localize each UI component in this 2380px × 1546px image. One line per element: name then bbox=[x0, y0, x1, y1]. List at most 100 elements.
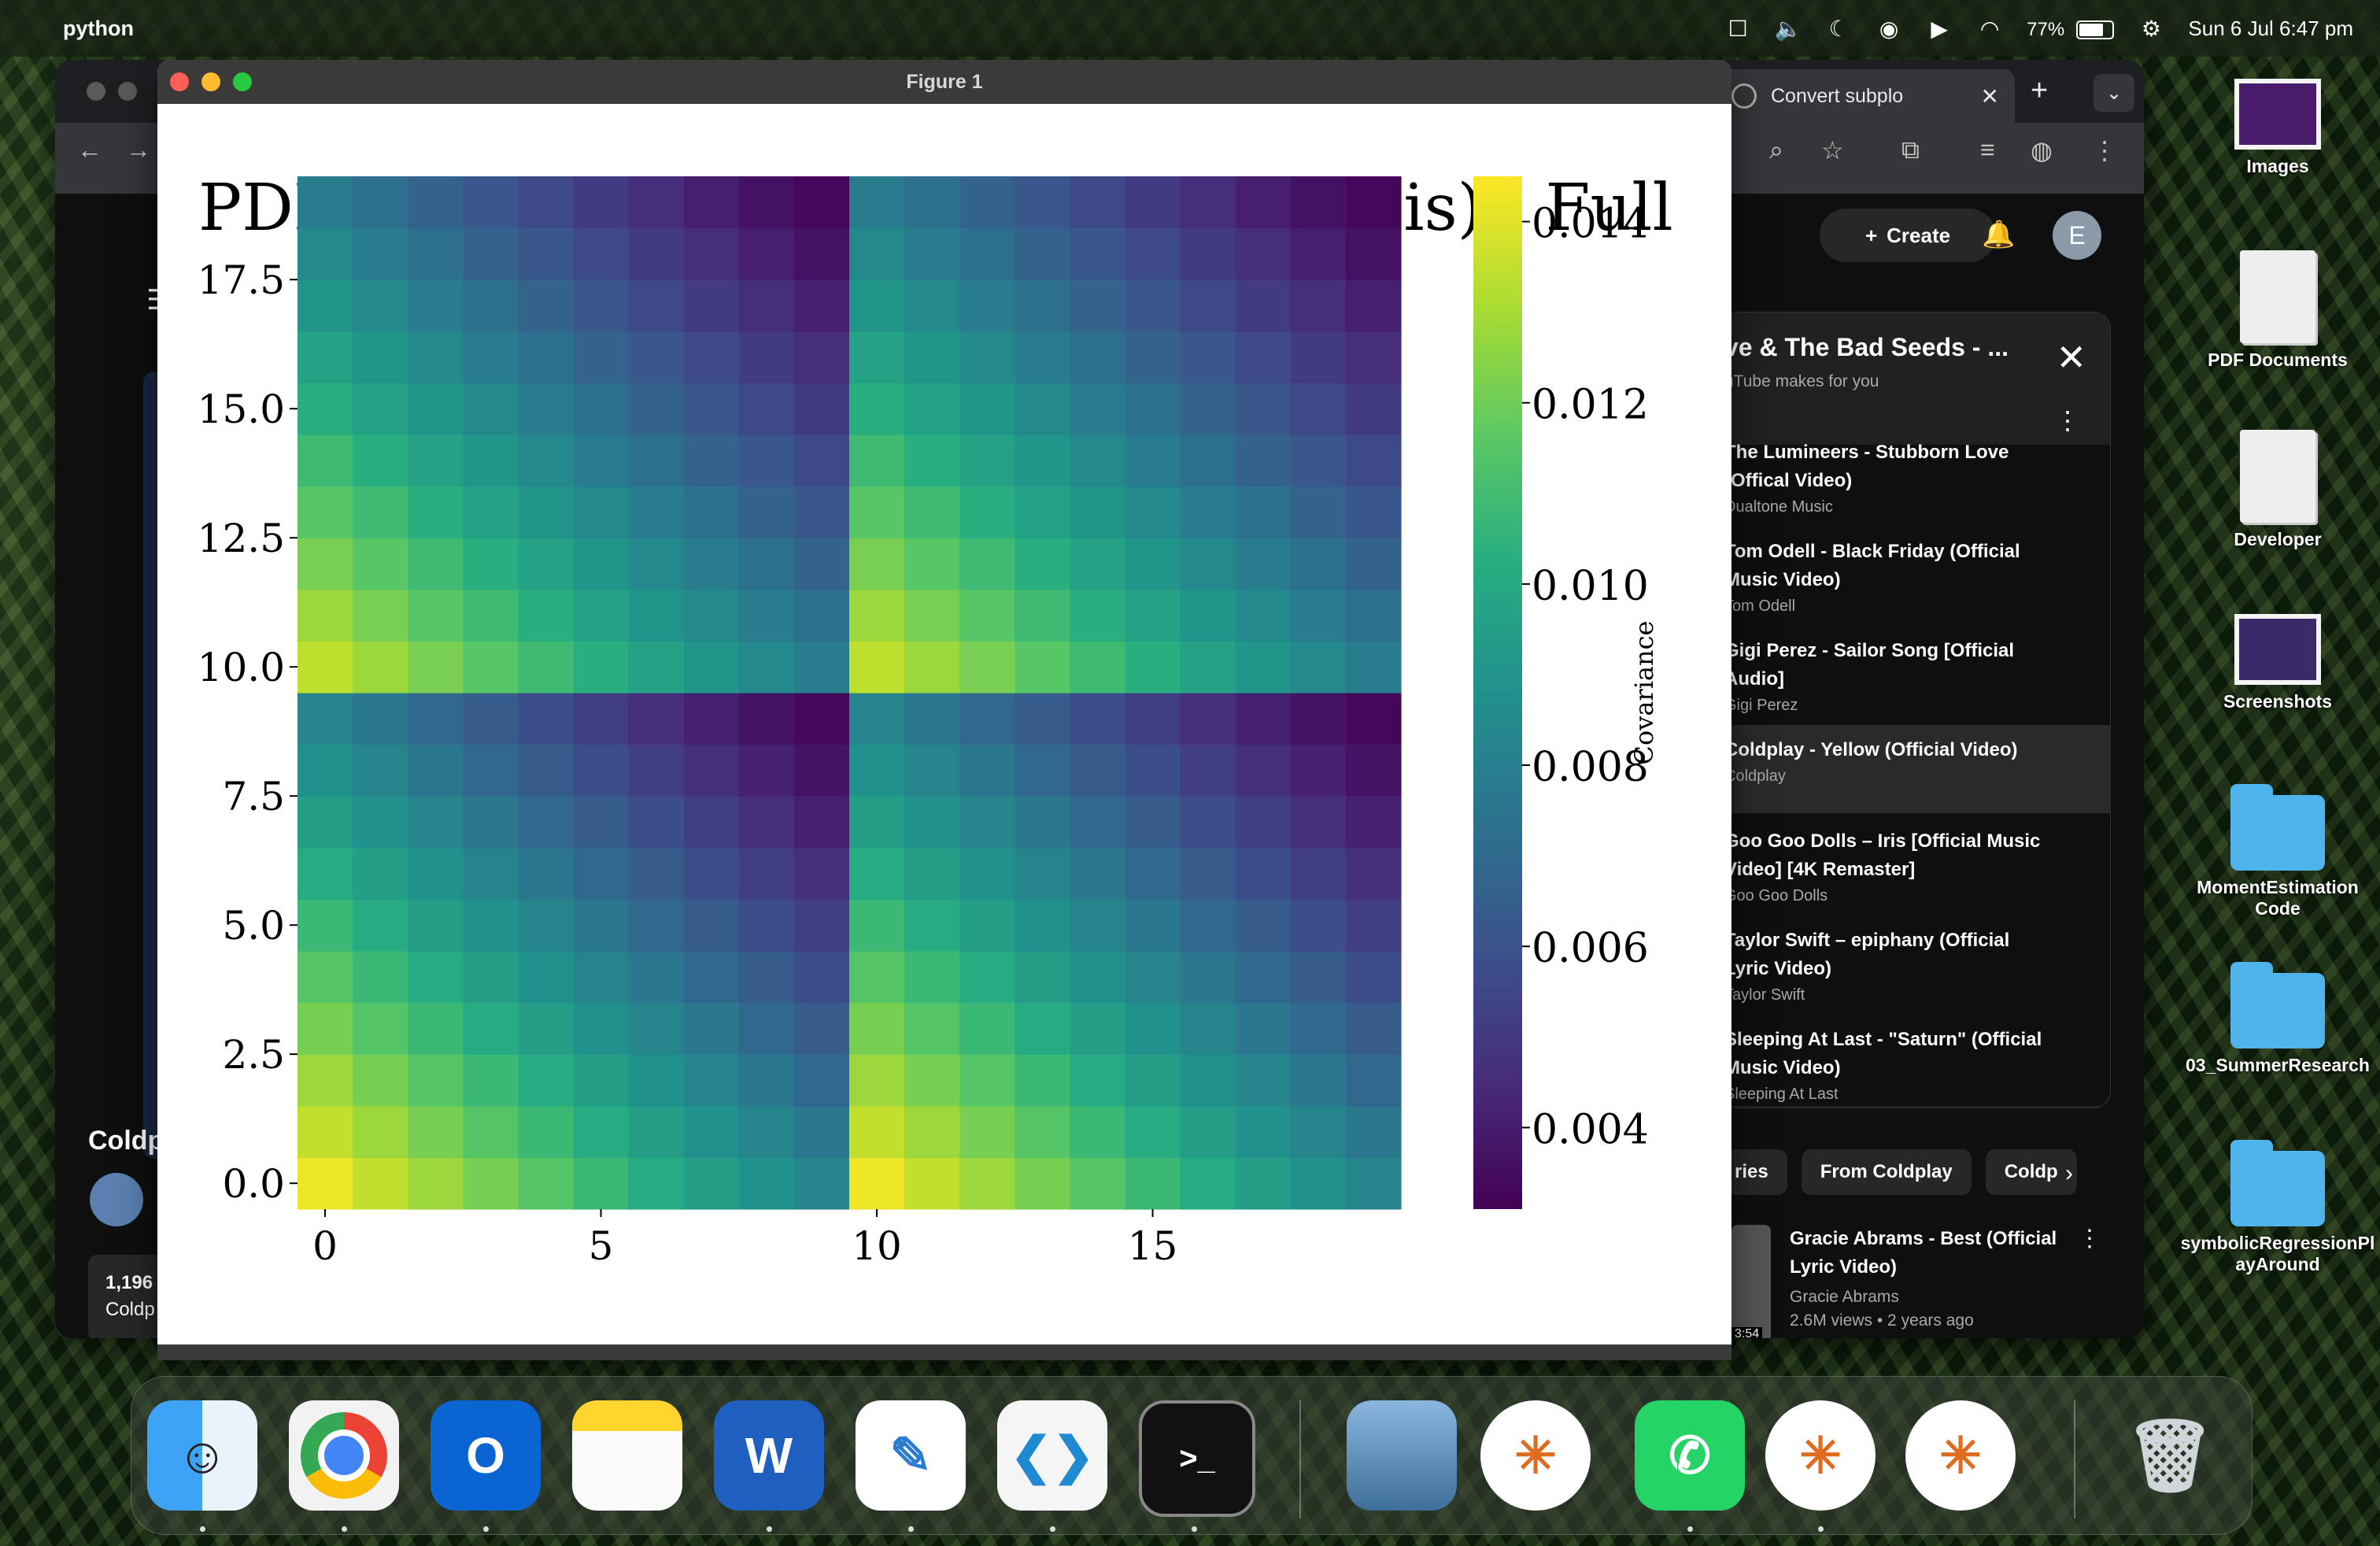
bookmark-star-icon[interactable]: ☆ bbox=[1821, 136, 1844, 165]
vscode-icon[interactable]: ❮❯ bbox=[997, 1400, 1107, 1511]
play-icon[interactable]: ▶ bbox=[1931, 16, 1948, 41]
word-icon[interactable]: W bbox=[714, 1400, 824, 1511]
profile-icon[interactable]: ◍ bbox=[2031, 136, 2053, 165]
close-icon[interactable]: ✕ bbox=[2056, 337, 2086, 378]
heatmap-cell bbox=[1290, 1002, 1347, 1055]
outlook-icon[interactable]: O bbox=[431, 1400, 541, 1511]
menu-clock[interactable]: Sun 6 Jul 6:47 pm bbox=[2188, 16, 2353, 40]
close-button[interactable] bbox=[170, 72, 189, 91]
chrome-icon[interactable] bbox=[289, 1400, 399, 1511]
python-launcher-icon[interactable]: ✳ bbox=[1905, 1400, 2016, 1511]
back-arrow-icon[interactable]: ← bbox=[77, 135, 102, 164]
extensions-icon[interactable]: ⧉ bbox=[1901, 135, 1920, 164]
desktop-item-momentestimation[interactable]: MomentEstimation Code bbox=[2180, 784, 2375, 919]
python-launcher-icon[interactable]: ✳ bbox=[1480, 1400, 1591, 1511]
list-item[interactable]: Taylor Swift – epiphany (Official Lyric … bbox=[1724, 926, 2055, 1004]
heatmap-cell bbox=[353, 951, 408, 1004]
tab-close-icon[interactable]: ✕ bbox=[1980, 83, 1999, 109]
list-item-active[interactable]: Coldplay - Yellow (Official Video) Coldp… bbox=[1724, 736, 2055, 786]
more-vert-icon[interactable]: ⋮ bbox=[2055, 406, 2080, 435]
heatmap-cell bbox=[628, 693, 685, 745]
new-tab-icon[interactable]: + bbox=[2031, 74, 2049, 107]
tab-search-chevron-icon[interactable]: ⌄ bbox=[2094, 74, 2134, 112]
heatmap-cell bbox=[628, 951, 685, 1004]
zoom-icon[interactable]: ⌕ bbox=[1769, 135, 1783, 164]
chrome-tab-active[interactable]: Convert subplo ✕ bbox=[1716, 69, 2015, 123]
heatmap-cell bbox=[463, 1054, 519, 1107]
account-avatar[interactable]: E bbox=[2053, 211, 2101, 260]
tab-title: Convert subplo bbox=[1771, 84, 1904, 107]
battery-status[interactable]: 77% bbox=[2027, 17, 2115, 41]
heatmap-cell bbox=[738, 899, 795, 952]
heatmap-cell bbox=[1180, 435, 1236, 487]
focus-moon-icon[interactable]: ☾ bbox=[1828, 16, 1849, 41]
notes-icon[interactable] bbox=[572, 1400, 682, 1511]
desktop-item-symbolicregression[interactable]: symbolicRegressionPlayAround bbox=[2180, 1140, 2375, 1275]
heatmap-cell bbox=[1070, 538, 1126, 590]
media-icon[interactable]: ≡ bbox=[1980, 135, 1995, 164]
heatmap-cell bbox=[573, 435, 630, 487]
heatmap-cell bbox=[959, 1105, 1015, 1158]
video-thumbnail[interactable]: 3:54 bbox=[1731, 1225, 1771, 1338]
terminal-icon[interactable]: >_ bbox=[1139, 1400, 1255, 1517]
menu-app-name[interactable]: python bbox=[63, 16, 134, 40]
chrome-menu-icon[interactable]: ⋮ bbox=[2092, 136, 2117, 165]
more-vert-icon[interactable]: ⋮ bbox=[2078, 1226, 2101, 1252]
heatmap-cell bbox=[959, 1157, 1015, 1210]
control-center-icon[interactable]: ⚙ bbox=[2141, 16, 2161, 41]
heatmap-cell bbox=[1070, 693, 1126, 745]
heatmap-cell bbox=[738, 744, 795, 797]
chip[interactable]: Coldp bbox=[1985, 1149, 2077, 1195]
heatmap-cell bbox=[518, 899, 575, 952]
view-count-fragment: 1,196 bbox=[105, 1272, 153, 1293]
x-tick-label: 5 bbox=[589, 1223, 614, 1269]
chrome-minimize-button[interactable] bbox=[118, 82, 137, 101]
list-item[interactable]: Gigi Perez - Sailor Song [Official Audio… bbox=[1724, 637, 2055, 715]
trash-icon[interactable]: 🗑 bbox=[2124, 1416, 2216, 1496]
heatmap-cell bbox=[904, 693, 960, 745]
heatmap-cell bbox=[353, 589, 408, 642]
desktop-item-pdf-documents[interactable]: PDF Documents bbox=[2180, 250, 2375, 371]
preview-icon[interactable] bbox=[1347, 1400, 1457, 1511]
heatmap-cell bbox=[353, 538, 408, 590]
list-item[interactable]: Sleeping At Last - "Saturn" (Official Mu… bbox=[1724, 1026, 2055, 1104]
heatmap-cell bbox=[573, 847, 630, 900]
create-button[interactable]: + Create bbox=[1820, 209, 1996, 262]
forward-arrow-icon[interactable]: → bbox=[126, 135, 151, 164]
wifi-icon[interactable]: ◠ bbox=[1979, 16, 2000, 41]
finder-icon[interactable]: ☺ bbox=[147, 1400, 257, 1511]
outlook-status-icon[interactable]: ☐ bbox=[1728, 16, 1748, 41]
figure-titlebar[interactable]: Figure 1 bbox=[157, 60, 1731, 104]
heatmap-cell bbox=[683, 951, 740, 1004]
volume-icon[interactable]: 🔈 bbox=[1774, 16, 1802, 41]
x-tick-label: 0 bbox=[312, 1223, 338, 1269]
heatmap-cell bbox=[353, 331, 408, 383]
python-launcher-icon[interactable]: ✳ bbox=[1765, 1400, 1876, 1511]
notifications-bell-icon[interactable]: 🔔 bbox=[1982, 220, 2016, 250]
heatmap-cell bbox=[1180, 641, 1236, 693]
heatmap-cell bbox=[628, 1105, 685, 1158]
whatsapp-icon[interactable]: ✆ bbox=[1635, 1400, 1745, 1511]
heatmap-cell bbox=[849, 641, 905, 693]
list-item[interactable]: Goo Goo Dolls – Iris [Official Music Vid… bbox=[1724, 827, 2055, 905]
chrome-close-button[interactable] bbox=[87, 82, 105, 101]
list-item[interactable]: Tom Odell - Black Friday (Official Music… bbox=[1724, 538, 2055, 616]
heatmap-cell bbox=[793, 279, 850, 332]
chevron-right-icon[interactable]: › bbox=[2065, 1160, 2073, 1186]
desktop-item-screenshots[interactable]: Screenshots bbox=[2180, 614, 2375, 712]
list-item[interactable]: The Lumineers - Stubborn Love (Offical V… bbox=[1724, 438, 2055, 516]
desktop-item-developer[interactable]: Developer bbox=[2180, 430, 2375, 550]
freeform-icon[interactable]: ✎ bbox=[856, 1400, 966, 1511]
desktop-item-summerresearch[interactable]: 03_SummerResearch bbox=[2180, 962, 2375, 1076]
user-icon[interactable]: ◉ bbox=[1879, 16, 1899, 41]
desktop-item-images[interactable]: Images bbox=[2180, 79, 2375, 177]
running-indicator bbox=[767, 1526, 772, 1532]
heatmap-cell bbox=[1290, 331, 1347, 383]
heatmap-cell bbox=[959, 693, 1015, 745]
heatmap-cell bbox=[1235, 589, 1292, 642]
heatmap-cell bbox=[1180, 693, 1236, 745]
minimize-button[interactable] bbox=[201, 72, 220, 91]
channel-avatar[interactable] bbox=[90, 1173, 143, 1226]
chip[interactable]: From Coldplay bbox=[1801, 1149, 1972, 1195]
zoom-button[interactable] bbox=[233, 72, 252, 91]
